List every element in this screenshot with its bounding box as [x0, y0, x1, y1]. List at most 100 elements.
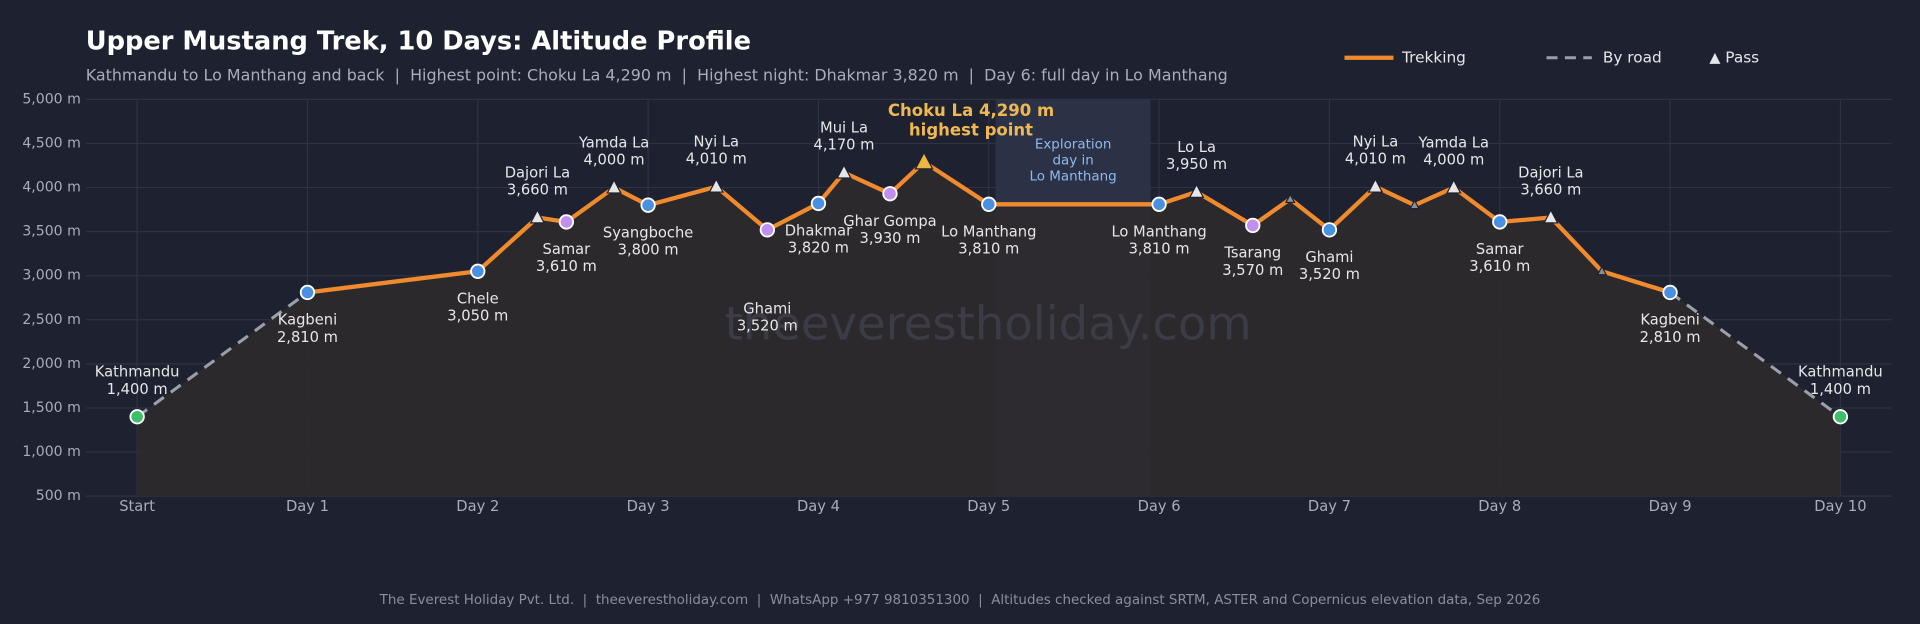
stop-marker [470, 263, 486, 279]
point-name: Syangboche [603, 224, 693, 241]
point-value-label: 3,660 m [507, 182, 568, 199]
point-name: Samar [1476, 241, 1525, 258]
legend-label: Trekking [1401, 48, 1466, 66]
pass-marker [529, 208, 546, 224]
pass-marker [708, 177, 725, 193]
point-name: Lo La [1177, 139, 1216, 156]
point-value-label: 3,950 m [1166, 156, 1227, 173]
pass-marker [1543, 208, 1559, 224]
pass-marker [836, 163, 852, 179]
summit-annotation: highest point [909, 121, 1033, 140]
point-value-label: 3,520 m [737, 318, 798, 335]
x-tick-label: Day 9 [1649, 498, 1692, 515]
stop-marker [1245, 217, 1261, 234]
point-value-label: 3,570 m [1222, 262, 1283, 279]
x-tick-label: Day 4 [797, 498, 840, 515]
point-value-label: 3,610 m [536, 258, 597, 275]
point-name: Yamda La [1418, 134, 1489, 151]
stop-marker [759, 222, 776, 238]
point-value-label: 2,810 m [1640, 329, 1701, 346]
road-line [136, 291, 1842, 419]
highlight-label: Exploration [1035, 138, 1112, 153]
point-value-label: 3,610 m [1469, 258, 1530, 275]
minor-marker [1284, 192, 1296, 204]
stop-marker [810, 195, 827, 212]
x-tick-label: Day 3 [627, 498, 670, 515]
point-value-label: 4,010 m [1345, 151, 1406, 168]
point-value-label: 1,400 m [107, 381, 168, 398]
point-name: Mui La [820, 119, 868, 136]
point-name: Kagbeni [1640, 312, 1699, 329]
point-value-label: 3,810 m [1129, 241, 1190, 258]
y-tick-label: 1,000 m [22, 444, 81, 460]
x-tick-label: Day 8 [1478, 498, 1521, 515]
stop-marker [558, 214, 575, 230]
point-name: Ghar Gompa [843, 213, 936, 230]
watermark: theeverestholiday.com [725, 297, 1252, 351]
stop-marker [981, 196, 997, 212]
stop-marker [882, 186, 898, 202]
stop-marker [129, 409, 145, 425]
footer: The Everest Holiday Pvt. Ltd. | theevere… [379, 593, 1541, 608]
point-name: Dhakmar [785, 223, 853, 240]
point-name: Chele [457, 290, 499, 307]
x-tick-label: Day 6 [1138, 498, 1181, 515]
minor-marker [1409, 199, 1420, 210]
point-name: Ghami [1305, 249, 1353, 266]
point-value-label: 3,050 m [447, 308, 508, 325]
minor-marker [1596, 265, 1608, 276]
legend-label: By road [1603, 48, 1662, 66]
highlight-label: Lo Manthang [1029, 170, 1116, 185]
y-tick-label: 3,500 m [22, 224, 81, 240]
point-value-label: 1,400 m [1810, 381, 1871, 398]
x-tick-label: Day 7 [1308, 498, 1351, 515]
x-tick-label: Start [119, 498, 155, 515]
summit-annotation: Choku La 4,290 m [888, 101, 1054, 120]
y-tick-label: 5,000 m [22, 91, 81, 107]
y-tick-label: 500 m [36, 488, 81, 504]
point-value-label: 3,660 m [1520, 182, 1581, 199]
x-tick-label: Day 2 [456, 498, 499, 515]
x-tick-label: Day 1 [286, 498, 329, 515]
stop-marker [1832, 409, 1849, 425]
point-value-label: 3,520 m [1299, 266, 1360, 283]
stop-marker [1662, 284, 1678, 301]
x-tick-label: Day 10 [1814, 498, 1866, 515]
pass-marker [914, 151, 934, 170]
pass-marker [1188, 183, 1205, 198]
point-name: Yamda La [578, 134, 649, 151]
point-name: Dajori La [1518, 164, 1583, 181]
point-name: Dajori La [505, 164, 570, 181]
stop-marker [299, 284, 316, 301]
y-tick-label: 1,500 m [22, 400, 81, 416]
y-tick-label: 2,000 m [22, 356, 81, 372]
point-name: Tsarang [1223, 245, 1281, 262]
pass-marker [606, 178, 622, 194]
stop-marker [1321, 222, 1338, 238]
y-tick-label: 4,500 m [22, 135, 81, 151]
y-tick-label: 2,500 m [22, 312, 81, 328]
y-tick-label: 3,000 m [22, 268, 81, 284]
stop-marker [1492, 214, 1508, 230]
point-name: Lo Manthang [941, 223, 1036, 240]
point-name: Kagbeni [278, 312, 337, 329]
point-value-label: 2,810 m [277, 329, 338, 346]
point-name: Ghami [743, 300, 791, 317]
point-name: Kathmandu [1798, 364, 1883, 381]
pass-marker [1367, 177, 1384, 193]
point-name: Lo Manthang [1111, 223, 1206, 240]
point-name: Nyi La [693, 134, 739, 151]
point-value-label: 4,000 m [584, 152, 645, 169]
point-value-label: 3,930 m [859, 230, 920, 247]
point-value-label: 4,000 m [1423, 152, 1484, 169]
point-name: Nyi La [1353, 134, 1399, 151]
chart-subtitle: Kathmandu to Lo Manthang and back | High… [86, 66, 1228, 85]
pass-marker [1446, 178, 1462, 194]
point-name: Samar [543, 241, 592, 258]
stop-marker [1151, 196, 1167, 212]
point-value-label: 3,810 m [958, 241, 1019, 258]
point-value-label: 3,820 m [788, 240, 849, 257]
legend-pass-swatch [1709, 52, 1721, 64]
